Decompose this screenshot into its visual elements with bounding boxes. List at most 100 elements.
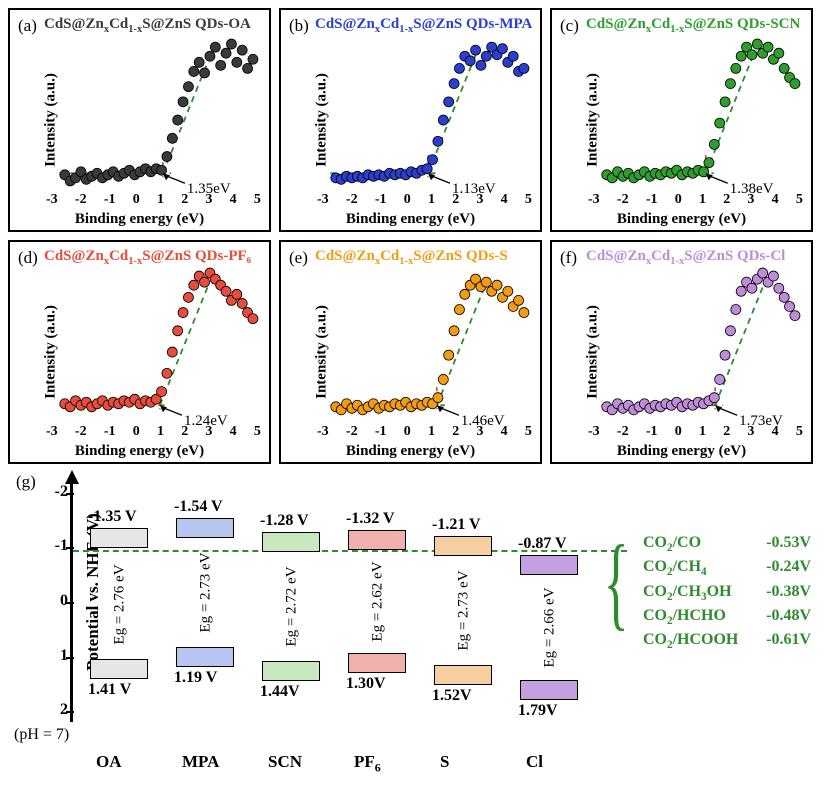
cb-box-MPA <box>176 518 234 538</box>
cb-label: -1.35 V <box>88 508 137 526</box>
vb-label: 1.30V <box>346 675 386 693</box>
xtick: 5 <box>525 192 532 208</box>
xtick: 1 <box>428 192 435 208</box>
plot-svg <box>46 270 261 422</box>
redox-potential: -0.38V <box>766 581 811 605</box>
redox-row: CO2/HCOOH -0.61V <box>643 629 811 653</box>
xtick: -1 <box>375 192 387 208</box>
g-ytick-mark <box>66 547 74 549</box>
plot-svg <box>317 38 532 190</box>
cb-box-OA <box>90 528 148 548</box>
onset-annotation: 1.46eV <box>461 413 505 430</box>
cb-box-S <box>434 536 492 556</box>
cb-box-SCN <box>262 532 320 552</box>
xtick: -2 <box>617 424 629 440</box>
xtick: -2 <box>617 192 629 208</box>
xtick: -1 <box>104 424 116 440</box>
vb-label: 1.44V <box>260 683 300 701</box>
panel-g-arrowhead <box>65 470 79 484</box>
panel-c-label: (c) <box>560 16 579 36</box>
sample-name: OA <box>96 752 122 772</box>
panel-e: (e)CdS@ZnxCd1-xS@ZnS QDs-SIntensity (a.u… <box>279 240 542 464</box>
panel-c-title: CdS@ZnxCd1-xS@ZnS QDs-SCN <box>586 16 800 35</box>
xtick: -3 <box>588 192 600 208</box>
eg-label: Eg = 2.76 eV <box>112 564 129 644</box>
cb-label: -1.32 V <box>346 510 395 528</box>
panel-row-1: (a)CdS@ZnxCd1-xS@ZnS QDs-OAIntensity (a.… <box>8 8 817 232</box>
redox-row: CO2/HCHO-0.48V <box>643 605 811 629</box>
redox-potential: -0.53V <box>766 532 811 556</box>
panel-d-title: CdS@ZnxCd1-xS@ZnS QDs-PF₆ <box>44 248 251 267</box>
panel-a: (a)CdS@ZnxCd1-xS@ZnS QDs-OAIntensity (a.… <box>8 8 271 232</box>
xtick: -3 <box>46 192 58 208</box>
xtick: -1 <box>375 424 387 440</box>
xticks: -3-2-1012345 <box>46 424 261 440</box>
brace-icon: { <box>603 532 628 632</box>
xtick: -2 <box>346 424 358 440</box>
sample-name: PF6 <box>354 752 381 775</box>
xtick: 5 <box>796 424 803 440</box>
panel-e-title: CdS@ZnxCd1-xS@ZnS QDs-S <box>315 248 508 267</box>
panel-g: (g) Potential vs. NHE (V) -2-1012 -1.35 … <box>8 472 817 782</box>
onset-annotation: 1.73eV <box>739 413 783 430</box>
panel-b-label: (b) <box>289 16 309 36</box>
redox-table: CO2/CO -0.53VCO2/CH4-0.24VCO2/CH3OH -0.38V… <box>643 532 811 653</box>
xtick: -3 <box>588 424 600 440</box>
xtick: -2 <box>75 192 87 208</box>
xtick: -2 <box>346 192 358 208</box>
xtick: -1 <box>104 192 116 208</box>
xtick: -3 <box>317 424 329 440</box>
g-ytick-label: 1 <box>38 647 68 665</box>
xtick: 0 <box>404 424 411 440</box>
eg-label: Eg = 2.66 eV <box>542 588 559 668</box>
xtick: 1 <box>157 424 164 440</box>
cb-box-PF₆ <box>348 530 406 550</box>
redox-pair: CO2/CH3OH <box>643 581 732 605</box>
plot-area <box>588 270 803 422</box>
panel-f: (f)CdS@ZnxCd1-xS@ZnS QDs-ClIntensity (a.… <box>550 240 813 464</box>
redox-pair: CO2/HCOOH <box>643 629 738 653</box>
vb-box-OA <box>90 659 148 679</box>
plot-area <box>317 38 532 190</box>
eg-label: Eg = 2.73 eV <box>456 571 473 651</box>
g-ytick-mark <box>66 493 74 495</box>
xtick: 5 <box>525 424 532 440</box>
panel-c: (c)CdS@ZnxCd1-xS@ZnS QDs-SCNIntensity (a… <box>550 8 813 232</box>
redox-pair: CO2/CO <box>643 532 701 556</box>
xtick: 5 <box>254 424 261 440</box>
redox-potential: -0.61V <box>766 629 811 653</box>
plot-area <box>46 38 261 190</box>
xtick: 0 <box>675 192 682 208</box>
panel-e-label: (e) <box>289 248 308 268</box>
onset-annotation: 1.38eV <box>730 181 774 198</box>
onset-annotation: 1.13eV <box>452 181 496 198</box>
sample-name: MPA <box>182 752 219 772</box>
sample-name: SCN <box>268 752 302 772</box>
panel-a-title: CdS@ZnxCd1-xS@ZnS QDs-OA <box>44 16 251 35</box>
xtick: -3 <box>317 192 329 208</box>
onset-annotation: 1.35eV <box>187 181 231 198</box>
xtick: 4 <box>230 424 237 440</box>
xtick: 0 <box>133 424 140 440</box>
cb-label: -1.21 V <box>432 516 481 534</box>
xtick: -2 <box>75 424 87 440</box>
figure-root: (a)CdS@ZnxCd1-xS@ZnS QDs-OAIntensity (a.… <box>8 8 817 786</box>
eg-label: Eg = 2.73 eV <box>198 553 215 633</box>
vb-label: 1.19 V <box>174 669 217 687</box>
xtick: 2 <box>723 424 730 440</box>
panel-g-label: (g) <box>16 472 36 492</box>
xticks: -3-2-1012345 <box>317 192 532 208</box>
panel-row-2: (d)CdS@ZnxCd1-xS@ZnS QDs-PF₆Intensity (a… <box>8 240 817 464</box>
xtick: 0 <box>404 192 411 208</box>
vb-box-MPA <box>176 647 234 667</box>
vb-label: 1.52V <box>432 687 472 705</box>
vb-box-S <box>434 665 492 685</box>
xtick: -3 <box>46 424 58 440</box>
redox-row: CO2/CO -0.53V <box>643 532 811 556</box>
xtick: 0 <box>133 192 140 208</box>
xtick: 5 <box>254 192 261 208</box>
xlabel: Binding energy (eV) <box>75 211 204 228</box>
redox-row: CO2/CH4-0.24V <box>643 556 811 580</box>
xtick: -1 <box>646 192 658 208</box>
plot-svg <box>317 270 532 422</box>
